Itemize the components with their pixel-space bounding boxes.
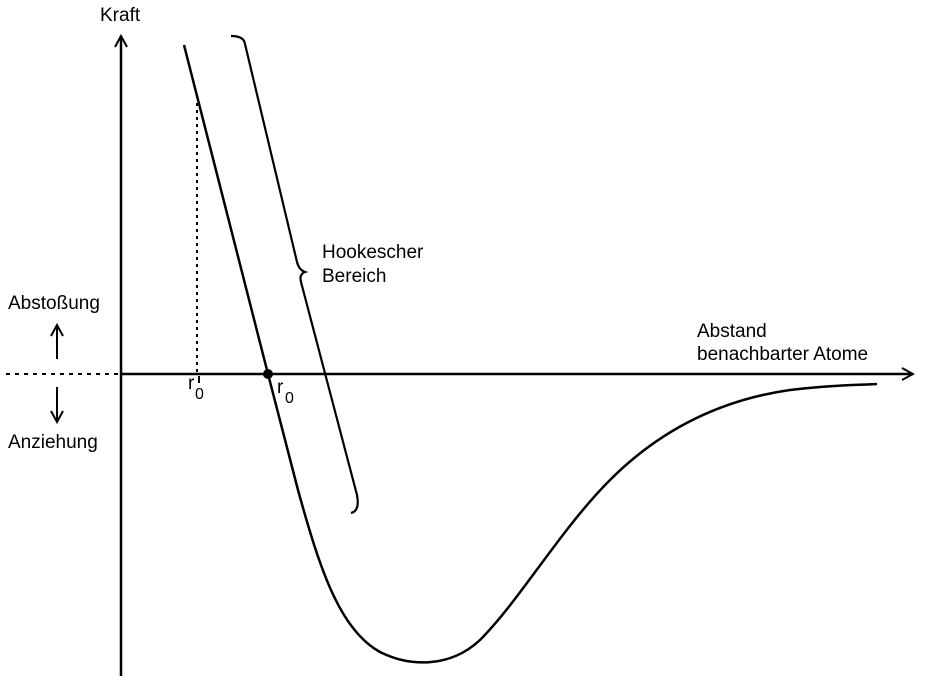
r0-right-subscript: 0 bbox=[285, 390, 294, 407]
repulsion-label: Abstoßung bbox=[8, 293, 100, 314]
force-curve bbox=[182, 44, 878, 664]
r0-left-subscript: 0 bbox=[195, 386, 204, 403]
hooke-label-line1: Hookescher bbox=[322, 242, 424, 263]
attraction-label: Anziehung bbox=[8, 432, 98, 453]
r0-left-symbol: r bbox=[188, 373, 195, 394]
x-axis-label-line1: Abstand bbox=[697, 321, 767, 342]
x-axis-label-line2: benachbarter Atome bbox=[697, 344, 869, 365]
r0-right-symbol: r bbox=[277, 377, 284, 398]
hooke-brace bbox=[230, 34, 359, 515]
y-axis-label: Kraft bbox=[100, 5, 141, 26]
equilibrium-point bbox=[263, 369, 273, 379]
hooke-label-line2: Bereich bbox=[322, 266, 387, 287]
